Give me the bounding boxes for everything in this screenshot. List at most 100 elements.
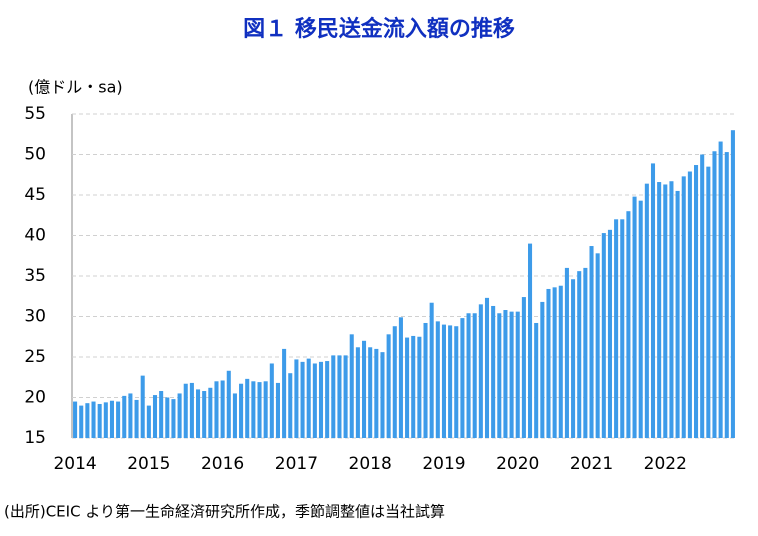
bar	[257, 382, 262, 438]
bar	[435, 321, 440, 438]
y-tick-label: 25	[24, 347, 46, 367]
bar	[355, 347, 360, 438]
bar	[694, 165, 699, 438]
bar	[85, 403, 90, 438]
x-tick-label: 2019	[422, 454, 465, 474]
bar	[214, 381, 219, 438]
bar	[484, 297, 490, 438]
bar	[337, 355, 342, 438]
bar	[122, 395, 127, 438]
bar	[239, 383, 244, 438]
bar	[491, 305, 496, 438]
bar	[202, 391, 207, 438]
bar	[380, 352, 385, 438]
bar	[275, 382, 280, 438]
bar	[73, 401, 78, 438]
bar	[196, 389, 201, 438]
source-note: (出所)CEIC より第一生命経済研究所作成，季節調整値は当社試算	[4, 503, 445, 521]
bar	[423, 322, 428, 438]
bar	[140, 375, 145, 438]
x-tick-label: 2017	[275, 454, 318, 474]
bar	[718, 141, 723, 439]
x-tick-label: 2020	[496, 454, 539, 474]
bar	[558, 285, 563, 438]
bar	[251, 381, 256, 438]
bar	[368, 347, 373, 438]
bar	[362, 340, 367, 438]
bar	[226, 370, 231, 438]
bar	[466, 313, 471, 438]
bar	[497, 313, 502, 438]
bar	[441, 324, 446, 438]
bar	[663, 184, 668, 438]
bar	[318, 361, 324, 438]
bar	[331, 355, 336, 438]
bar	[232, 393, 237, 438]
bar	[177, 393, 182, 438]
bar	[595, 253, 600, 438]
bar	[614, 219, 619, 438]
bar	[577, 271, 582, 438]
bar	[626, 211, 631, 438]
bar	[546, 288, 551, 438]
bar	[171, 399, 176, 438]
y-tick-label: 20	[24, 388, 46, 408]
bar	[79, 405, 84, 438]
bar	[183, 383, 188, 438]
bar	[601, 233, 606, 438]
bar	[712, 151, 717, 438]
bar	[91, 401, 96, 438]
bar	[116, 401, 121, 438]
bar	[306, 358, 311, 438]
bar	[411, 335, 416, 438]
bar	[620, 219, 625, 438]
bar	[515, 311, 520, 438]
bar	[528, 243, 533, 438]
bar	[134, 399, 139, 438]
chart-title: 図１ 移民送金流入額の推移	[243, 16, 515, 42]
bar	[478, 304, 483, 438]
y-axis-label: (億ドル・sa)	[28, 78, 123, 97]
y-tick-label: 40	[24, 226, 46, 246]
bar	[405, 337, 410, 438]
bar	[109, 400, 114, 438]
bar	[103, 402, 108, 438]
bar	[638, 200, 643, 438]
y-tick-label: 55	[24, 104, 46, 124]
bar	[472, 313, 477, 438]
bar	[607, 229, 612, 438]
bar	[509, 311, 514, 438]
y-tick-label: 35	[24, 266, 46, 286]
bar	[564, 267, 569, 438]
bar	[269, 363, 274, 438]
bar	[220, 380, 225, 438]
bar	[300, 361, 305, 438]
bar	[349, 334, 354, 438]
bar	[146, 405, 151, 438]
bar	[589, 246, 594, 438]
bar	[288, 373, 293, 438]
bar	[97, 403, 102, 438]
y-tick-label: 50	[24, 145, 46, 165]
bar	[521, 297, 526, 438]
bar	[669, 181, 674, 439]
bar	[657, 182, 662, 438]
bar	[343, 355, 348, 438]
x-tick-label: 2015	[127, 454, 170, 474]
bar	[263, 381, 268, 438]
x-tick-label: 2021	[570, 454, 613, 474]
bar	[650, 163, 656, 438]
bar	[386, 334, 391, 438]
bar	[706, 166, 711, 438]
bar	[312, 363, 317, 438]
bar	[675, 190, 680, 438]
x-tick-label: 2016	[201, 454, 244, 474]
bar	[374, 348, 379, 438]
bar	[454, 326, 459, 438]
bar	[128, 393, 133, 438]
bar	[294, 359, 299, 438]
x-tick-label: 2014	[53, 454, 96, 474]
bar	[189, 382, 194, 438]
bar	[325, 361, 330, 438]
